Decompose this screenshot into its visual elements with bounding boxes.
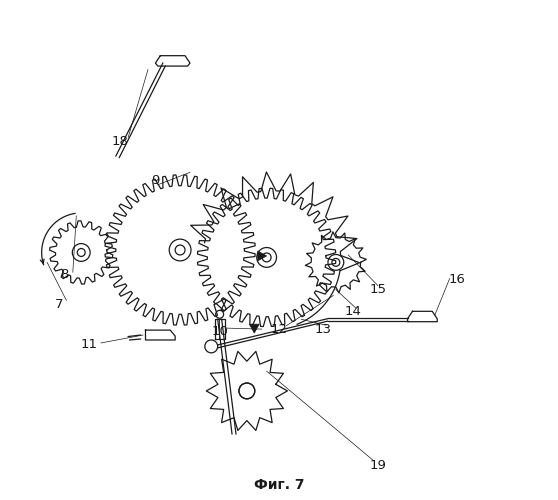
Text: 19: 19 xyxy=(369,458,386,471)
Text: 9: 9 xyxy=(151,174,160,188)
Text: 8: 8 xyxy=(60,268,68,281)
Text: 14: 14 xyxy=(345,306,362,318)
Text: 18: 18 xyxy=(112,134,128,147)
Polygon shape xyxy=(258,251,267,261)
Text: 7: 7 xyxy=(55,298,63,311)
Text: 16: 16 xyxy=(449,273,465,286)
Text: 15: 15 xyxy=(369,283,386,296)
Text: 13: 13 xyxy=(315,322,332,336)
Polygon shape xyxy=(249,324,259,333)
Text: 11: 11 xyxy=(80,338,97,351)
Text: 10: 10 xyxy=(211,325,228,338)
Text: 12: 12 xyxy=(271,322,287,336)
Text: Фиг. 7: Фиг. 7 xyxy=(254,478,304,492)
